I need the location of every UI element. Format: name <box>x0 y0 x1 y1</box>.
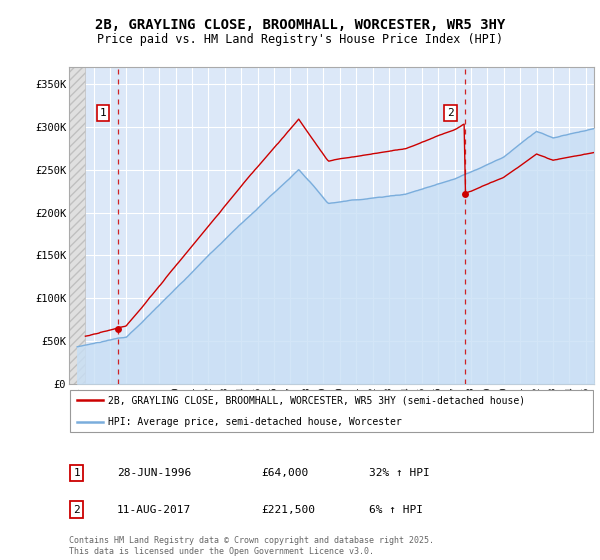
Text: 28-JUN-1996: 28-JUN-1996 <box>117 468 191 478</box>
FancyBboxPatch shape <box>70 390 593 432</box>
Text: Contains HM Land Registry data © Crown copyright and database right 2025.
This d: Contains HM Land Registry data © Crown c… <box>69 536 434 556</box>
Text: HPI: Average price, semi-detached house, Worcester: HPI: Average price, semi-detached house,… <box>109 417 402 427</box>
Text: 1: 1 <box>73 468 80 478</box>
Text: 2B, GRAYLING CLOSE, BROOMHALL, WORCESTER, WR5 3HY (semi-detached house): 2B, GRAYLING CLOSE, BROOMHALL, WORCESTER… <box>109 395 526 405</box>
Text: 32% ↑ HPI: 32% ↑ HPI <box>369 468 430 478</box>
Text: 11-AUG-2017: 11-AUG-2017 <box>117 505 191 515</box>
Text: £64,000: £64,000 <box>261 468 308 478</box>
Text: 2B, GRAYLING CLOSE, BROOMHALL, WORCESTER, WR5 3HY: 2B, GRAYLING CLOSE, BROOMHALL, WORCESTER… <box>95 18 505 32</box>
Text: 6% ↑ HPI: 6% ↑ HPI <box>369 505 423 515</box>
Text: 2: 2 <box>73 505 80 515</box>
Bar <box>69 67 85 384</box>
Text: 2: 2 <box>447 108 454 118</box>
Text: £221,500: £221,500 <box>261 505 315 515</box>
Text: 1: 1 <box>100 108 107 118</box>
Text: Price paid vs. HM Land Registry's House Price Index (HPI): Price paid vs. HM Land Registry's House … <box>97 32 503 46</box>
